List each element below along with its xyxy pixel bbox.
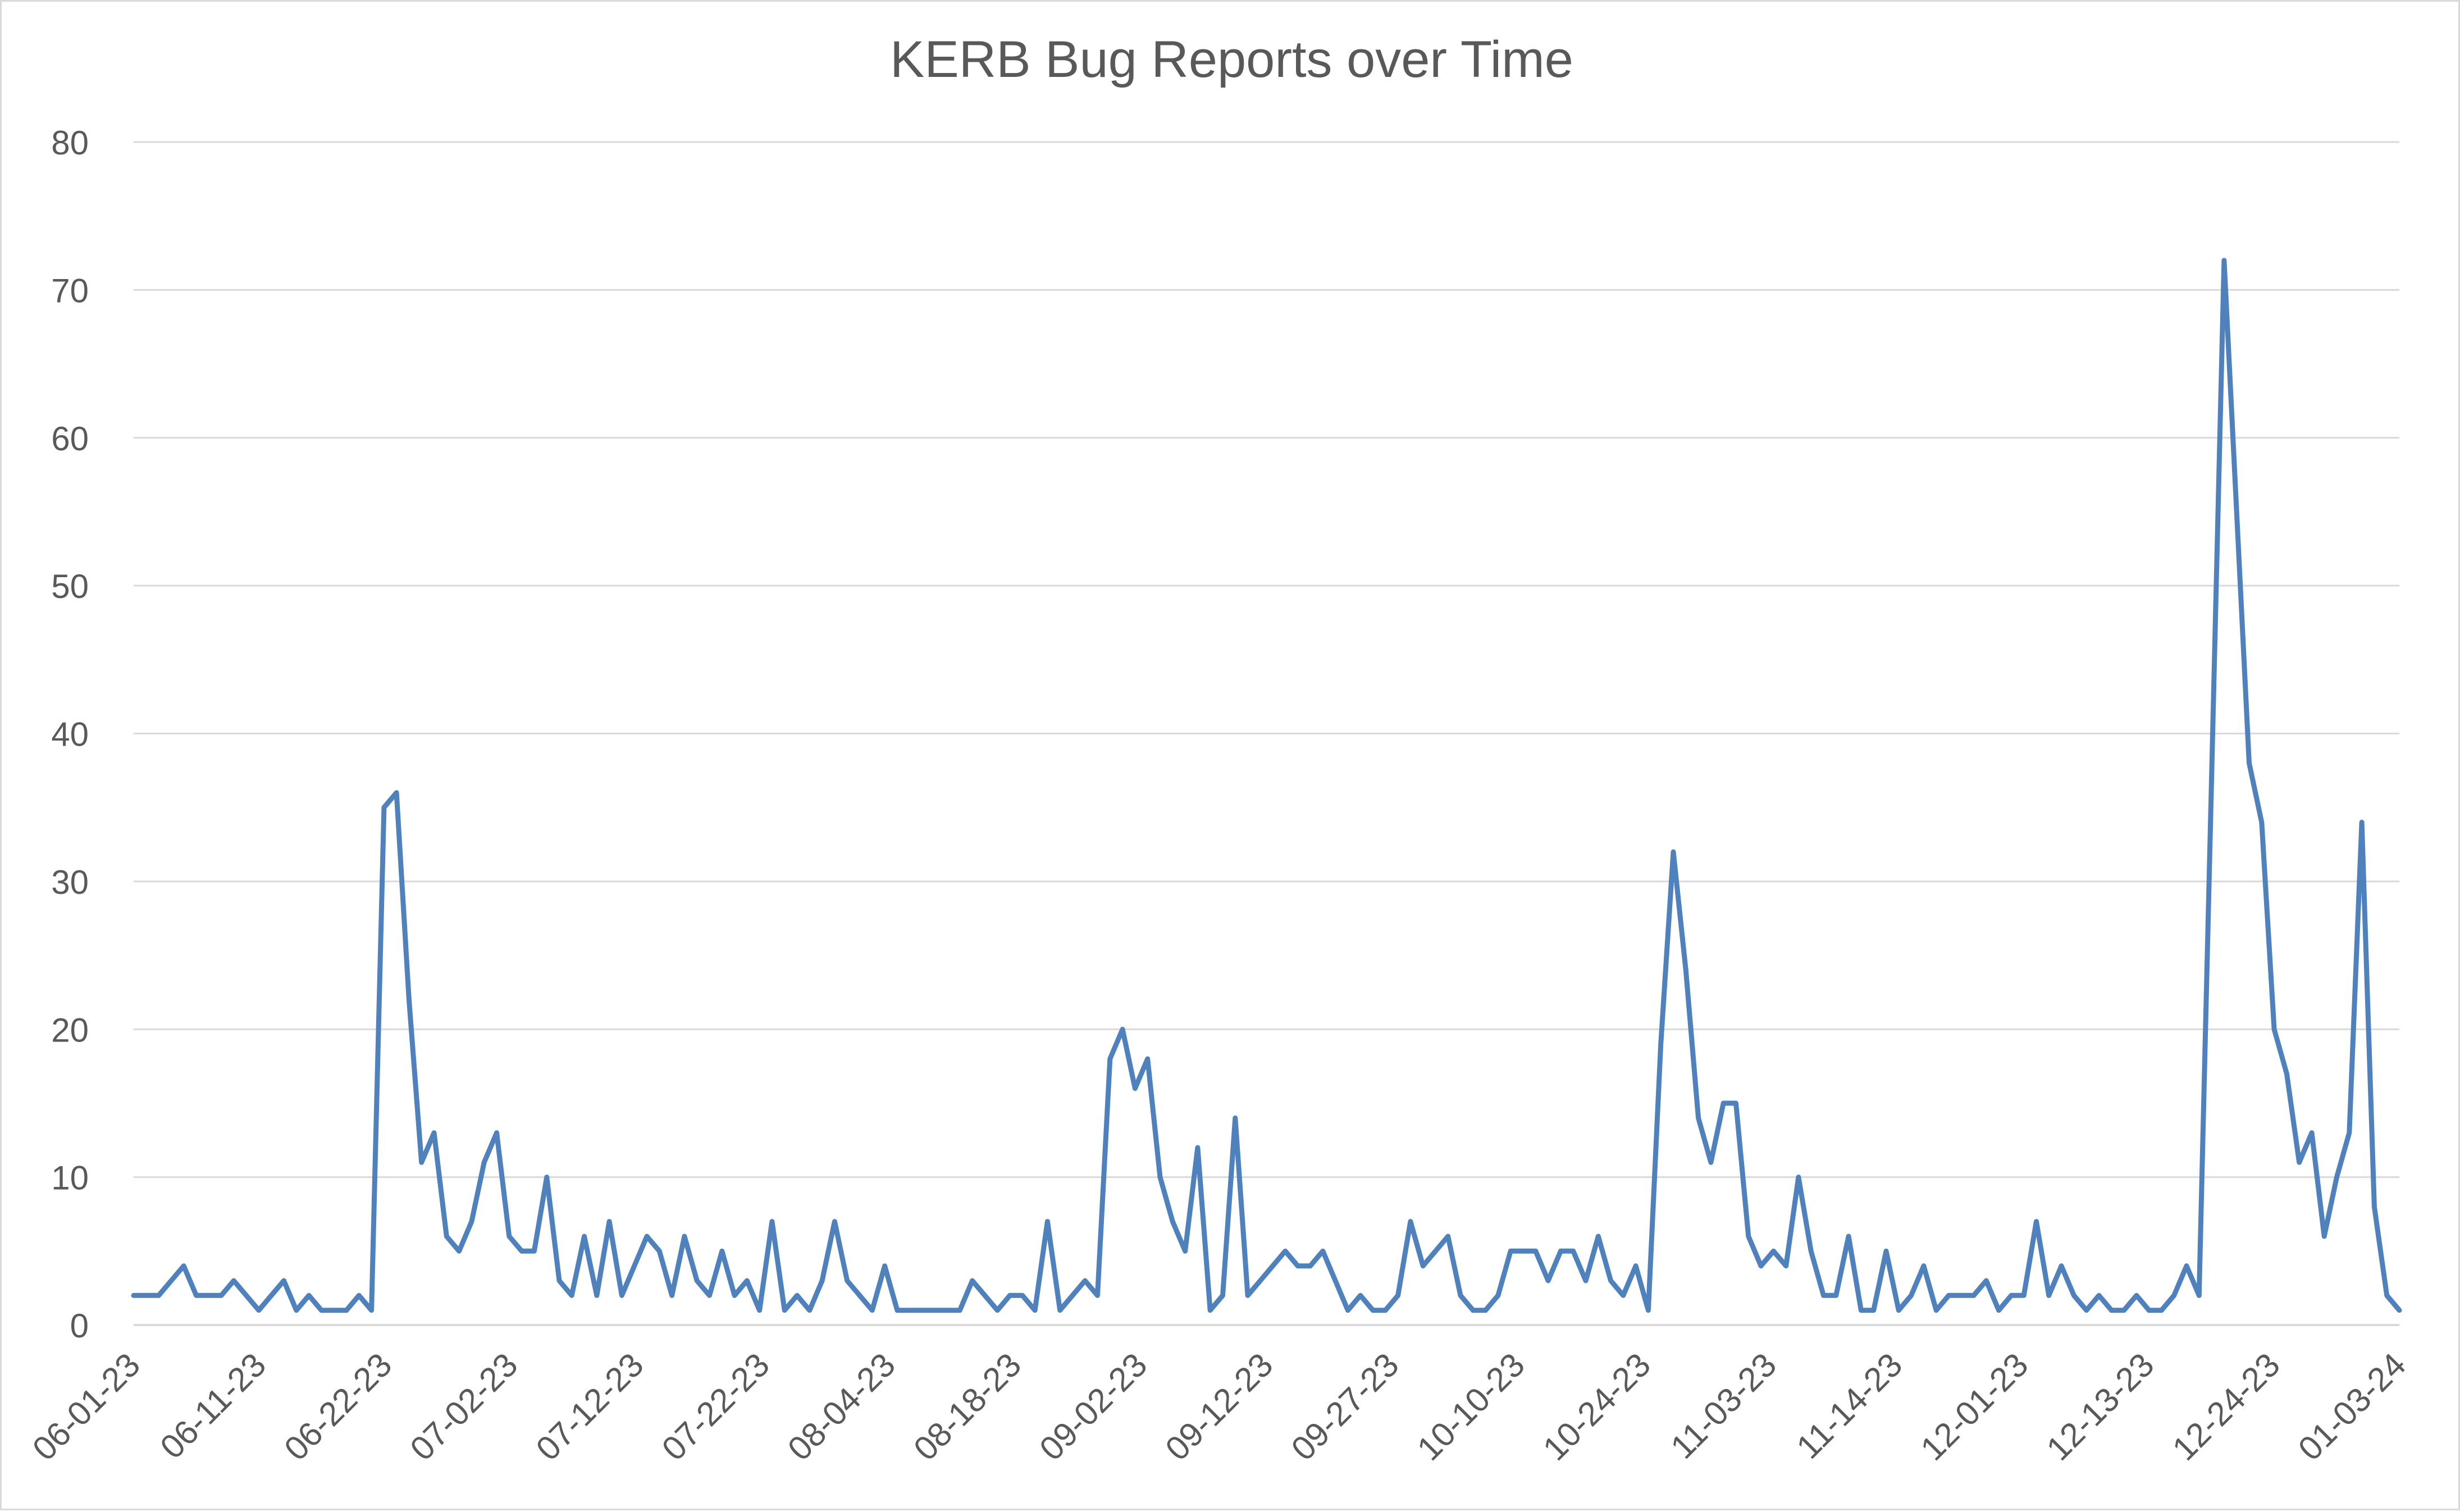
x-tick-label-07-12-23: 07-12-23 <box>529 1346 651 1468</box>
x-tick-label-10-10-23: 10-10-23 <box>1410 1346 1532 1468</box>
y-tick-label-50: 50 <box>51 568 89 605</box>
y-tick-label-10: 10 <box>51 1159 89 1197</box>
y-tick-label-70: 70 <box>51 272 89 309</box>
x-tick-label-12-24-23: 12-24-23 <box>2165 1346 2287 1468</box>
y-tick-label-60: 60 <box>51 420 89 458</box>
x-tick-label-09-27-23: 09-27-23 <box>1284 1346 1406 1468</box>
x-tick-label-07-22-23: 07-22-23 <box>655 1346 777 1468</box>
x-tick-label-11-14-23: 11-14-23 <box>1789 1346 1909 1466</box>
x-tick-label-11-03-23: 11-03-23 <box>1663 1346 1783 1466</box>
y-tick-label-30: 30 <box>51 864 89 901</box>
x-tick-label-12-01-23: 12-01-23 <box>1913 1346 2035 1468</box>
x-tick-label-06-01-23: 06-01-23 <box>25 1346 147 1468</box>
x-tick-label-09-12-23: 09-12-23 <box>1158 1346 1280 1468</box>
x-tick-label-07-02-23: 07-02-23 <box>403 1346 524 1468</box>
x-tick-label-08-18-23: 08-18-23 <box>906 1346 1028 1468</box>
y-tick-label-0: 0 <box>70 1307 89 1345</box>
x-tick-label-10-24-23: 10-24-23 <box>1536 1346 1658 1468</box>
chart-title: KERB Bug Reports over Time <box>890 31 1573 88</box>
x-tick-label-09-02-23: 09-02-23 <box>1032 1346 1154 1468</box>
y-tick-label-40: 40 <box>51 716 89 753</box>
x-tick-label-08-04-23: 08-04-23 <box>781 1346 902 1468</box>
y-tick-label-20: 20 <box>51 1011 89 1049</box>
x-tick-label-06-11-23: 06-11-23 <box>153 1346 273 1466</box>
y-tick-label-80: 80 <box>51 124 89 162</box>
x-tick-label-01-03-24: 01-03-24 <box>2291 1346 2413 1468</box>
x-tick-label-06-22-23: 06-22-23 <box>277 1346 399 1468</box>
x-tick-label-12-13-23: 12-13-23 <box>2039 1346 2161 1468</box>
series-line <box>131 258 2402 1313</box>
